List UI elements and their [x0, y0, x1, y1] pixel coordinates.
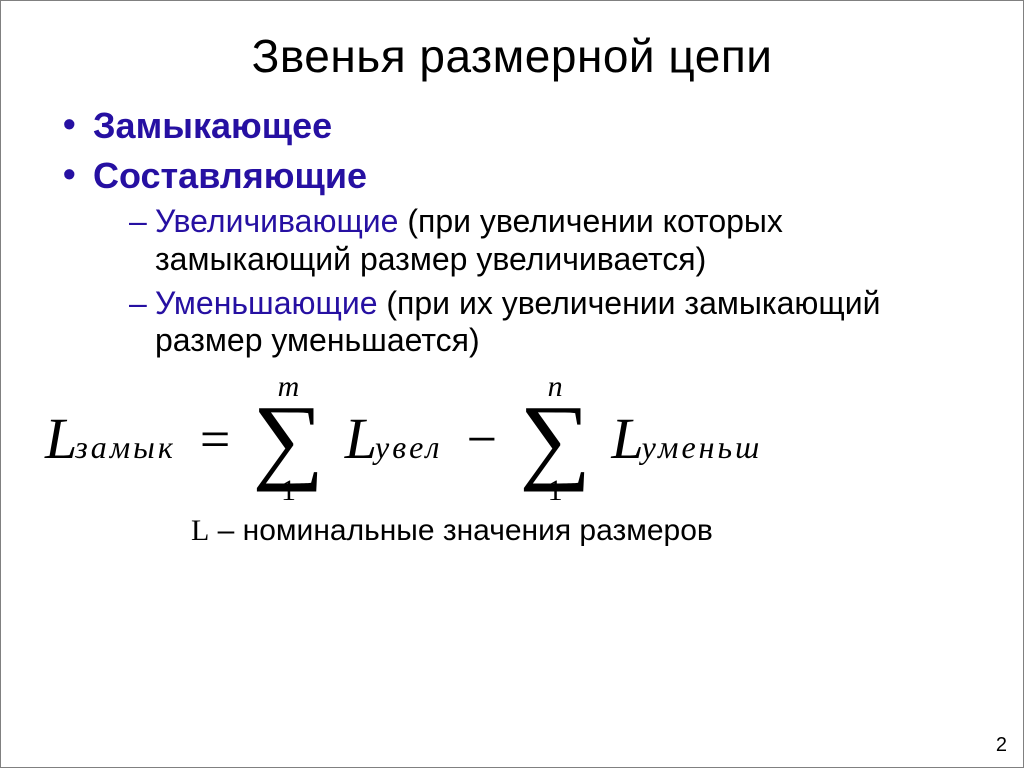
term-closing: L замык [45, 405, 176, 472]
formula: L замык = m ∑ 1 L увел − n ∑ 1 L уменьш [45, 372, 983, 506]
bullet-closing-label: Замыкающее [93, 105, 332, 146]
subscript-increasing: увел [375, 429, 442, 466]
term-increasing: L увел [345, 405, 443, 472]
subscript-decreasing: уменьш [642, 429, 763, 466]
sub-bullet-decreasing: Уменьшающие (при их увеличении замыкающи… [129, 285, 983, 361]
bullet-closing: Замыкающее [63, 105, 983, 147]
symbol-L: L [45, 405, 77, 472]
formula-note: L – номинальные значения размеров [191, 514, 983, 548]
slide: Звенья размерной цепи Замыкающее Составл… [0, 0, 1024, 768]
bullet-list: Замыкающее Составляющие Увеличивающие (п… [41, 105, 983, 360]
sum-block-1: m ∑ 1 [254, 372, 322, 506]
equals-sign: = [200, 408, 230, 470]
page-number: 2 [996, 734, 1007, 757]
sum-block-2: n ∑ 1 [521, 372, 589, 506]
note-text: – номинальные значения размеров [209, 514, 713, 547]
sub-bullet-increasing: Увеличивающие (при увеличении которых за… [129, 203, 983, 279]
sub-bullet-list: Увеличивающие (при увеличении которых за… [93, 203, 983, 360]
sigma-icon: ∑ [519, 398, 591, 480]
bullet-components-label: Составляющие [93, 155, 367, 196]
bullet-components: Составляющие Увеличивающие (при увеличен… [63, 155, 983, 360]
symbol-L: L [611, 405, 643, 472]
slide-title: Звенья размерной цепи [41, 29, 983, 83]
minus-sign: − [466, 408, 496, 470]
note-L-symbol: L [191, 514, 209, 547]
subscript-closing: замык [75, 429, 176, 466]
term-decreasing: L уменьш [611, 405, 762, 472]
sub-decreasing-em: Уменьшающие [155, 285, 378, 321]
symbol-L: L [345, 405, 377, 472]
sub-increasing-em: Увеличивающие [155, 203, 398, 239]
sigma-icon: ∑ [253, 398, 325, 480]
